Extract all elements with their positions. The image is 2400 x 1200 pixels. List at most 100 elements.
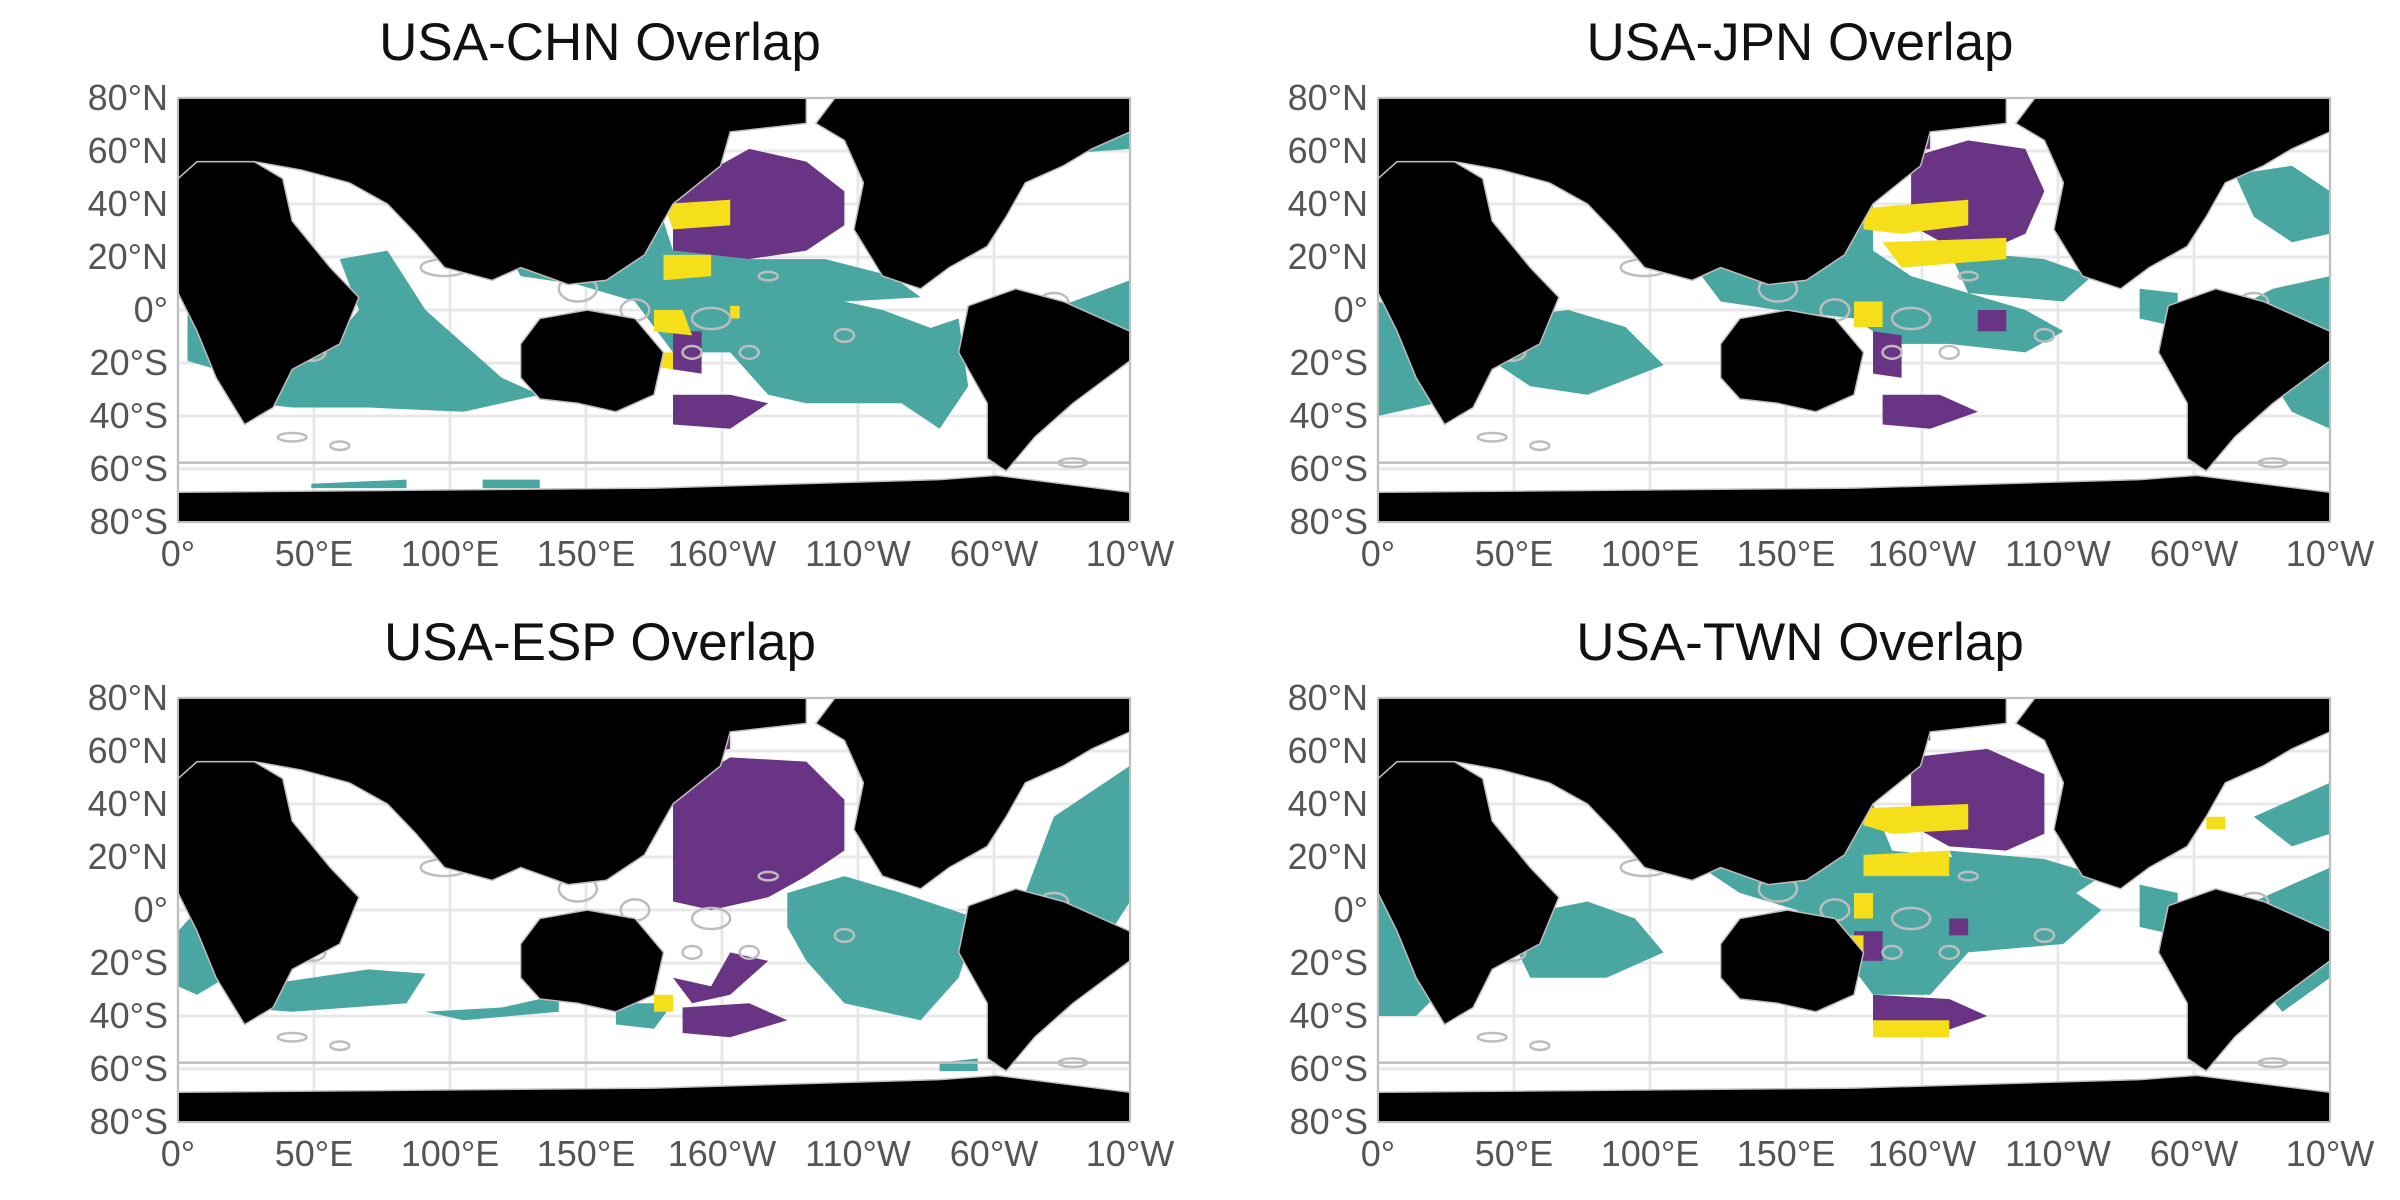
land-mass bbox=[1377, 160, 1560, 426]
lat-tick-label: 40°S bbox=[90, 395, 168, 436]
panel-usa-jpn: USA-JPN Overlap 80°N 60°N 40°N 20°N 0° 20°S 40… bbox=[1200, 0, 2400, 600]
eez-boundary bbox=[1881, 344, 1903, 361]
panel-usa-chn: USA-CHN Overlap 80°N 60°N 40°N 20°N 0° 20°S 40… bbox=[0, 0, 1200, 600]
lat-tick-label: 60°S bbox=[90, 1048, 168, 1089]
lon-tick-label: 150°E bbox=[537, 533, 635, 574]
overlap-region-both bbox=[1854, 301, 1883, 327]
eez-boundary bbox=[1476, 431, 1508, 443]
overlap-region-other bbox=[311, 479, 407, 489]
lat-tick-label: 40°S bbox=[1290, 395, 1368, 436]
overlap-region-other bbox=[787, 876, 978, 1021]
lat-tick-label: 60°N bbox=[88, 730, 168, 771]
land-mass bbox=[1377, 97, 2008, 286]
overlap-region-both bbox=[654, 994, 673, 1012]
lon-tick-label: 110°W bbox=[805, 533, 911, 574]
eez-boundary bbox=[2033, 927, 2056, 944]
eez-boundary bbox=[329, 1040, 351, 1052]
eez-boundary bbox=[757, 870, 780, 882]
lon-tick-label: 150°E bbox=[1737, 1133, 1835, 1174]
lon-tick-label: 60°W bbox=[2150, 1133, 2238, 1174]
land-mass bbox=[519, 309, 665, 413]
lat-tick-label: 80°S bbox=[1290, 1101, 1368, 1142]
map-usa-twn: 80°N60°N40°N20°N0°20°S40°S60°S80°S0° 50°E… bbox=[1288, 677, 2375, 1174]
overlap-region-other bbox=[482, 479, 540, 489]
overlap-region-usa bbox=[1911, 140, 2045, 251]
lon-tick-label: 0° bbox=[161, 533, 195, 574]
land-mass bbox=[1377, 760, 1560, 1026]
lon-tick-label: 60°W bbox=[2150, 533, 2238, 574]
panel-usa-esp: USA-ESP Overlap 80°N 60°N 40°N 20°N 0° 20°S 40… bbox=[0, 600, 1200, 1200]
overlap-region-both bbox=[1863, 804, 1969, 834]
eez-boundary bbox=[1881, 944, 1903, 961]
land-mass bbox=[177, 760, 360, 1026]
eez-boundary bbox=[681, 344, 703, 361]
overlap-region-other bbox=[901, 318, 969, 429]
land-mass bbox=[2014, 697, 2331, 890]
lon-tick-label: 160°W bbox=[1868, 1133, 1976, 1174]
lat-tick-label: 0° bbox=[1334, 889, 1368, 930]
lat-tick-label: 0° bbox=[1334, 289, 1368, 330]
land-mass bbox=[2157, 288, 2331, 473]
plot-frame bbox=[1377, 97, 2331, 523]
lat-tick-label: 80°N bbox=[88, 677, 168, 718]
overlap-region-other bbox=[2234, 165, 2330, 243]
overlap-region-other bbox=[730, 259, 921, 302]
lat-tick-label: 20°S bbox=[1290, 942, 1368, 983]
overlap-region-other bbox=[2253, 782, 2330, 847]
lon-tick-label: 50°E bbox=[1475, 1133, 1553, 1174]
lon-tick-label: 100°E bbox=[401, 533, 499, 574]
plot-frame bbox=[177, 697, 1131, 1123]
overlap-region-other bbox=[1949, 850, 2102, 902]
lat-tick-label: 80°N bbox=[1288, 77, 1368, 118]
lon-tick-label: 10°W bbox=[1086, 1133, 1174, 1174]
lat-tick-label: 20°S bbox=[90, 942, 168, 983]
land-mass bbox=[957, 288, 1131, 473]
lat-tick-label: 80°N bbox=[1288, 677, 1368, 718]
lon-tick-label: 10°W bbox=[2286, 533, 2374, 574]
land-mass bbox=[814, 97, 1131, 290]
lat-tick-label: 60°S bbox=[1290, 448, 1368, 489]
lon-tick-label: 110°W bbox=[2005, 1133, 2111, 1174]
lat-tick-label: 60°S bbox=[1290, 1048, 1368, 1089]
lat-tick-label: 20°N bbox=[88, 236, 168, 277]
lon-tick-label: 50°E bbox=[275, 1133, 353, 1174]
overlap-region-both bbox=[2206, 816, 2226, 830]
overlap-region-other bbox=[1949, 250, 2092, 302]
land-mass bbox=[2157, 888, 2331, 1073]
eez-boundary bbox=[329, 440, 351, 452]
eez-boundary bbox=[738, 944, 760, 961]
eez-boundary bbox=[757, 270, 780, 282]
lat-tick-label: 60°N bbox=[88, 130, 168, 171]
overlap-region-other bbox=[254, 250, 540, 412]
lon-tick-label: 0° bbox=[1361, 533, 1395, 574]
lon-tick-label: 160°W bbox=[668, 1133, 776, 1174]
lat-tick-label: 20°N bbox=[88, 836, 168, 877]
land-mass bbox=[177, 697, 808, 886]
land-mass bbox=[519, 909, 665, 1013]
lat-tick-label: 80°S bbox=[1290, 501, 1368, 542]
map-usa-esp: 80°N60°N40°N20°N0°20°S40°S60°S80°S0° 50°E… bbox=[88, 677, 1175, 1174]
lon-tick-label: 60°W bbox=[950, 533, 1038, 574]
lat-tick-label: 40°N bbox=[1288, 783, 1368, 824]
overlap-region-usa bbox=[673, 148, 845, 260]
eez-boundary bbox=[738, 344, 760, 361]
land-mass bbox=[1719, 309, 1865, 413]
panel-title: USA-CHN Overlap bbox=[379, 13, 821, 72]
overlap-region-usa bbox=[1977, 310, 2007, 332]
lat-tick-label: 40°S bbox=[1290, 995, 1368, 1036]
lon-tick-label: 160°W bbox=[1868, 533, 1976, 574]
overlap-region-both bbox=[730, 305, 740, 319]
lon-tick-label: 60°W bbox=[950, 1133, 1038, 1174]
overlap-region-usa bbox=[673, 952, 769, 1004]
overlap-region-both bbox=[1863, 850, 1950, 877]
land-mass bbox=[814, 697, 1131, 890]
eez-boundary bbox=[833, 327, 856, 344]
overlap-region-usa bbox=[673, 331, 702, 374]
plot-frame bbox=[1377, 697, 2331, 1123]
overlap-region-both bbox=[663, 254, 712, 281]
lat-tick-label: 60°N bbox=[1288, 730, 1368, 771]
overlap-region-both bbox=[1873, 1020, 1950, 1038]
overlap-region-usa bbox=[1882, 394, 1978, 429]
lon-tick-label: 0° bbox=[161, 1133, 195, 1174]
lat-tick-label: 0° bbox=[134, 289, 168, 330]
